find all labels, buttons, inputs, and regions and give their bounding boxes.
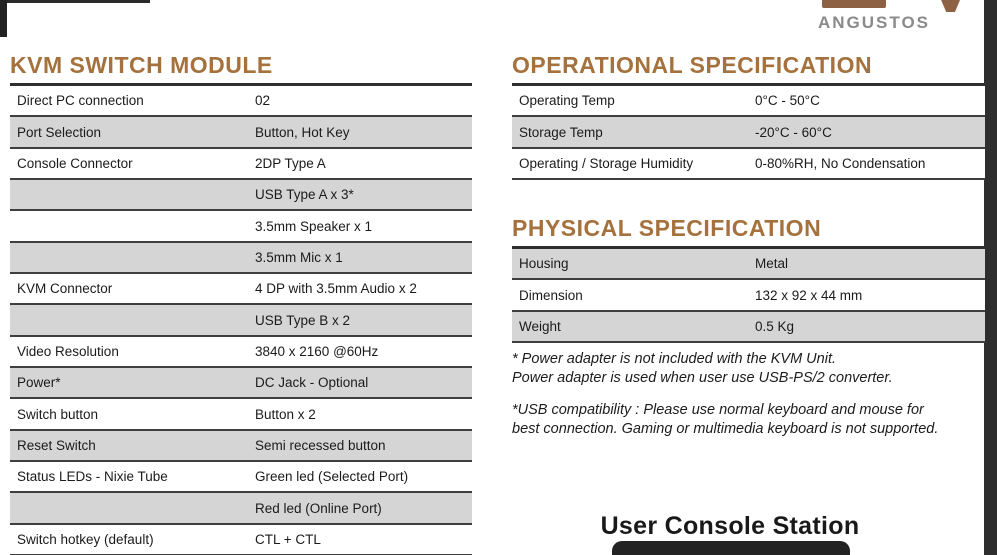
table-row: 3.5mm Mic x 1: [10, 242, 472, 275]
brand-name: ANGUSTOS: [817, 13, 931, 32]
power-adapter-note: * Power adapter is not included with the…: [512, 350, 985, 388]
row-value: Button, Hot Key: [255, 124, 350, 140]
table-row: Housing Metal: [512, 249, 985, 281]
row-value: USB Type A x 3*: [255, 187, 354, 203]
row-value: 4 DP with 3.5mm Audio x 2: [255, 281, 417, 297]
row-value: 0°C - 50°C: [755, 93, 820, 109]
title-rule: [512, 83, 985, 86]
top-left-corner-mark: [0, 0, 7, 37]
row-value: USB Type B x 2: [255, 312, 351, 328]
physical-section-title: PHYSICAL SPECIFICATION: [512, 215, 822, 242]
table-row: Dimension 132 x 92 x 44 mm: [512, 280, 985, 312]
row-label: Reset Switch: [17, 437, 96, 453]
row-value: Metal: [755, 256, 789, 272]
brand-logo-bar: [822, 0, 886, 8]
title-rule: [10, 83, 472, 86]
row-label: KVM Connector: [17, 281, 113, 297]
table-row: 3.5mm Speaker x 1: [10, 211, 472, 243]
brand-logo-mark: [941, 0, 960, 12]
row-label: Status LEDs - Nixie Tube: [17, 469, 168, 485]
table-row: Red led (Online Port): [10, 493, 472, 525]
row-value: 3.5mm Speaker x 1: [255, 218, 373, 234]
row-value: 3.5mm Mic x 1: [255, 249, 343, 265]
row-value: Red led (Online Port): [255, 500, 382, 516]
table-row: Weight 0.5 Kg: [512, 311, 985, 344]
console-device-illustration: [612, 541, 850, 555]
row-label: Switch button: [17, 406, 99, 422]
operational-section: OPERATIONAL SPECIFICATION Operating Temp…: [512, 50, 985, 181]
physical-spec-table: Housing Metal Dimension 132 x 92 x 44 mm Wei…: [512, 249, 985, 344]
table-row: USB Type B x 2: [10, 305, 472, 337]
row-value: 02: [255, 93, 271, 109]
row-label: Power*: [17, 375, 61, 391]
kvm-section-title: KVM SWITCH MODULE: [10, 52, 273, 78]
row-label: Dimension: [519, 287, 583, 303]
table-row: Operating Temp 0°C - 50°C: [512, 86, 985, 118]
row-label: Video Resolution: [17, 343, 119, 359]
row-label: Storage Temp: [519, 124, 603, 140]
table-row: USB Type A x 3*: [10, 180, 472, 212]
table-row: Reset Switch Semi recessed button: [10, 430, 472, 463]
row-label: Switch hotkey (default): [17, 531, 154, 547]
operational-spec-table: Operating Temp 0°C - 50°C Storage Temp -20°…: [512, 86, 985, 181]
row-label: Port Selection: [17, 124, 102, 140]
right-edge-bar: [984, 0, 997, 555]
table-row: Switch button Button x 2: [10, 399, 472, 431]
row-value: CTL + CTL: [255, 531, 321, 547]
kvm-spec-table: Direct PC connection 02 Port Selection Butt…: [10, 86, 472, 555]
row-value: 3840 x 2160 @60Hz: [255, 343, 379, 359]
physical-section: PHYSICAL SPECIFICATION Housing Metal Dimen…: [512, 213, 985, 344]
user-console-station-caption: User Console Station: [600, 512, 860, 540]
table-row: Switch hotkey (default) CTL + CTL: [10, 524, 472, 555]
row-value: Button x 2: [255, 406, 316, 422]
row-label: Housing: [519, 256, 569, 272]
table-row: Status LEDs - Nixie Tube Green led (Selec…: [10, 462, 472, 494]
top-edge-line: [0, 0, 150, 3]
table-row: Direct PC connection 02: [10, 86, 472, 118]
kvm-section: KVM SWITCH MODULE Direct PC connection 02…: [10, 50, 472, 555]
row-label: Weight: [519, 318, 561, 334]
row-label: Console Connector: [17, 155, 133, 171]
row-label: Operating Temp: [519, 93, 615, 109]
row-value: Semi recessed button: [255, 437, 386, 453]
operational-section-title: OPERATIONAL SPECIFICATION: [512, 52, 873, 78]
table-row: KVM Connector 4 DP with 3.5mm Audio x 2: [10, 274, 472, 306]
row-label: Direct PC connection: [17, 93, 144, 109]
row-value: 0.5 Kg: [755, 318, 795, 334]
row-value: 0-80%RH, No Condensation: [755, 155, 926, 171]
table-row: Console Connector 2DP Type A: [10, 148, 472, 181]
table-row: Storage Temp -20°C - 60°C: [512, 117, 985, 149]
right-column: OPERATIONAL SPECIFICATION Operating Temp…: [512, 50, 985, 439]
row-value: 132 x 92 x 44 mm: [755, 287, 863, 303]
note-line: *USB compatibility : Please use normal k…: [512, 402, 924, 419]
table-row: Port Selection Button, Hot Key: [10, 117, 472, 149]
row-value: 2DP Type A: [255, 155, 326, 171]
note-line: best connection. Gaming or multimedia ke…: [512, 421, 939, 438]
row-value: DC Jack - Optional: [255, 375, 369, 391]
row-label: Operating / Storage Humidity: [519, 155, 694, 171]
table-row: Operating / Storage Humidity 0-80%RH, No …: [512, 148, 985, 181]
table-row: Video Resolution 3840 x 2160 @60Hz: [10, 336, 472, 369]
row-value: -20°C - 60°C: [755, 124, 832, 140]
title-rule: [512, 246, 985, 250]
row-value: Green led (Selected Port): [255, 469, 409, 485]
note-line: * Power adapter is not included with the…: [512, 351, 836, 368]
table-row: Power* DC Jack - Optional: [10, 368, 472, 400]
usb-compatibility-note: *USB compatibility : Please use normal k…: [512, 401, 985, 439]
note-line: Power adapter is used when user use USB-…: [512, 370, 893, 387]
